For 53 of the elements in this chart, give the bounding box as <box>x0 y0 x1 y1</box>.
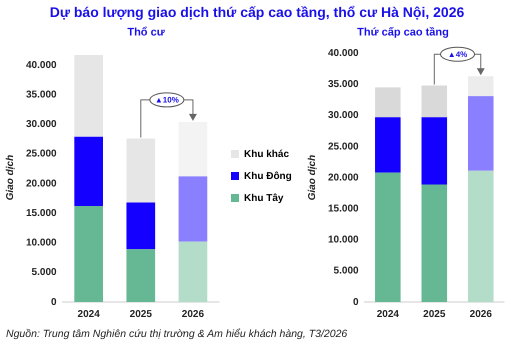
bar <box>178 122 208 176</box>
x-tick-label: 2025 <box>423 308 446 320</box>
bar <box>375 172 401 302</box>
annotation: ▲10% <box>154 96 179 105</box>
x-tick-label: 2026 <box>470 308 492 320</box>
y-tick-label: 10.000 <box>26 238 58 249</box>
y-tick-label: 10.000 <box>328 234 360 246</box>
bar <box>422 86 448 118</box>
bar <box>126 249 156 302</box>
y-tick-label: 25.000 <box>328 141 360 152</box>
y-tick-label: 30.000 <box>26 119 58 130</box>
bar <box>74 206 103 302</box>
chart-subtitle: Thứ cấp cao tầng <box>357 26 449 39</box>
legend-label: Khu Đông <box>244 170 292 182</box>
y-tick-label: 0 <box>353 296 360 308</box>
y-tick-label: 5.000 <box>32 267 58 278</box>
bar <box>422 184 448 302</box>
bar <box>74 136 103 206</box>
bar <box>468 96 494 171</box>
bar <box>126 202 156 250</box>
legend-label: Khu Tây <box>244 192 284 204</box>
y-tick-label: 20.000 <box>26 178 58 190</box>
bar <box>126 138 156 202</box>
y-tick-label: 25.000 <box>26 148 58 160</box>
y-tick-label: 35.000 <box>328 79 360 90</box>
bar <box>468 76 494 96</box>
text: Nguồn: Trung tâm Nghiên cứu thị trường & Am hiểu khách hàng, T3/2026 <box>6 328 348 340</box>
y-axis-title: Giao dịch <box>4 154 16 200</box>
bar <box>468 170 494 302</box>
bar <box>375 117 401 173</box>
bar <box>422 117 448 184</box>
bar <box>178 176 208 242</box>
chart-subtitle: Thổ cư <box>127 26 165 39</box>
y-axis-title: Giao dịch <box>306 154 318 200</box>
text: Dự báo lượng giao dịch thứ cấp cao tầng, thổ cư Hà Nội, 2026 <box>48 4 466 20</box>
bar <box>375 87 401 118</box>
y-tick-label: 5.000 <box>334 266 360 277</box>
y-tick-label: 0 <box>51 296 58 308</box>
x-tick-label: 2025 <box>130 308 152 320</box>
y-tick-label: 35.000 <box>26 89 58 100</box>
bar <box>178 242 208 302</box>
y-tick-label: 15.000 <box>26 208 58 219</box>
x-tick-label: 2026 <box>182 308 204 320</box>
bar <box>74 54 103 137</box>
y-tick-label: 20.000 <box>328 172 360 184</box>
x-tick-label: 2024 <box>376 308 400 320</box>
y-tick-label: 40.000 <box>26 60 58 71</box>
y-tick-label: 15.000 <box>328 203 360 214</box>
y-tick-label: 30.000 <box>328 110 360 122</box>
legend-label: Khu khác <box>244 148 290 160</box>
x-tick-label: 2024 <box>78 308 100 320</box>
y-tick-label: 40.000 <box>328 48 360 59</box>
annotation: ▲4% <box>448 50 468 59</box>
